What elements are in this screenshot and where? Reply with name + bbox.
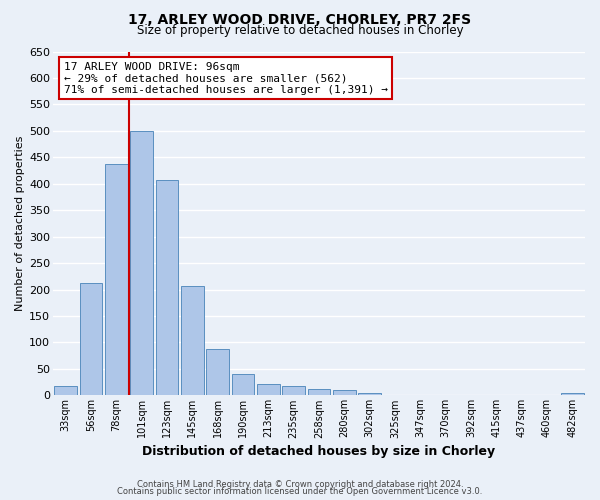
Bar <box>181 286 204 396</box>
Bar <box>308 388 331 396</box>
Text: Size of property relative to detached houses in Chorley: Size of property relative to detached ho… <box>137 24 463 37</box>
Bar <box>333 390 356 396</box>
X-axis label: Distribution of detached houses by size in Chorley: Distribution of detached houses by size … <box>142 444 496 458</box>
Y-axis label: Number of detached properties: Number of detached properties <box>15 136 25 311</box>
Bar <box>206 350 229 396</box>
Bar <box>232 374 254 396</box>
Bar <box>283 386 305 396</box>
Text: Contains HM Land Registry data © Crown copyright and database right 2024.: Contains HM Land Registry data © Crown c… <box>137 480 463 489</box>
Text: 17 ARLEY WOOD DRIVE: 96sqm
← 29% of detached houses are smaller (562)
71% of sem: 17 ARLEY WOOD DRIVE: 96sqm ← 29% of deta… <box>64 62 388 95</box>
Text: Contains public sector information licensed under the Open Government Licence v3: Contains public sector information licen… <box>118 487 482 496</box>
Bar <box>561 393 584 396</box>
Text: 17, ARLEY WOOD DRIVE, CHORLEY, PR7 2FS: 17, ARLEY WOOD DRIVE, CHORLEY, PR7 2FS <box>128 12 472 26</box>
Bar <box>358 393 381 396</box>
Bar <box>105 164 128 396</box>
Bar <box>130 131 153 396</box>
Bar <box>257 384 280 396</box>
Bar <box>55 386 77 396</box>
Bar <box>155 180 178 396</box>
Bar <box>80 282 103 396</box>
